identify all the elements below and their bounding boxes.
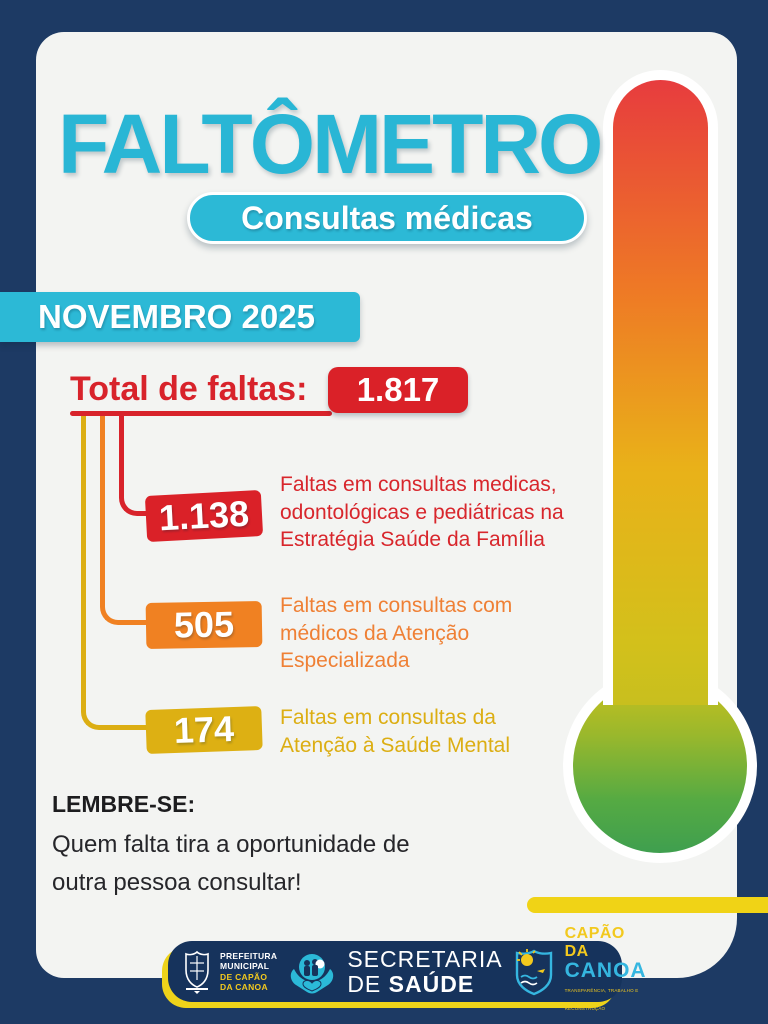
total-underline [70,411,332,416]
prefeitura-line: DE CAPÃO [220,971,268,982]
capao-da-canoa-label: CAPÃO DA CANOA TRANSPARÊNCIA, TRABALHO E… [565,925,647,1018]
reminder-line: Quem falta tira a oportunidade de [52,831,410,858]
desc-line: Estratégia Saúde da Família [280,528,545,551]
desc-line: Faltas em consultas medicas, [280,473,557,496]
connector-line-orange [100,416,149,625]
breakdown-badge-especializada: 505 [145,600,263,650]
desc-line: Faltas em consultas com [280,594,513,617]
yellow-accent-stripe [527,897,768,913]
prefeitura-line: MUNICIPAL [220,961,270,971]
breakdown-value-esf: 1.138 [157,492,251,539]
month-banner: NOVEMBRO 2025 [0,292,360,342]
prefeitura-crest-icon [184,950,210,994]
secretaria-label: SECRETARIA DE SAÚDE [347,945,503,997]
desc-line: Faltas em consultas da [280,706,496,729]
footer-logo-bar: PREFEITURA MUNICIPAL DE CAPÃO DA CANOA S… [168,925,646,1011]
subtitle-label: Consultas médicas [241,199,533,236]
secretaria-de: DE [347,970,389,997]
subtitle-pill: Consultas médicas [187,192,587,244]
prefeitura-line: DA CANOA [220,982,268,992]
city-line2: CANOA [564,959,647,982]
secretaria-line2: DE SAÚDE [347,970,502,997]
capao-da-canoa-shield-icon [513,947,555,997]
breakdown-desc-esf: Faltas em consultas medicas, odontológic… [280,471,564,554]
connector-line-red [119,416,149,516]
thermometer-tube [603,70,718,705]
breakdown-badge-saude-mental: 174 [145,705,263,755]
desc-line: médicos da Atenção [280,621,470,645]
desc-line: Especializada [280,649,410,672]
health-hands-icon [287,949,337,995]
total-value-badge: 1.817 [328,367,468,413]
secretaria-line1: SECRETARIA [347,945,503,972]
reminder-title: LEMBRE-SE: [52,791,196,817]
desc-line: odontológicas e pediátricas na [280,500,564,524]
month-label: NOVEMBRO 2025 [38,298,315,335]
poster-title: FALTÔMETRO [58,97,603,191]
prefeitura-line: PREFEITURA [220,950,278,961]
breakdown-value-especializada: 505 [173,603,235,646]
prefeitura-label: PREFEITURA MUNICIPAL DE CAPÃO DA CANOA [220,951,277,993]
breakdown-badge-esf: 1.138 [144,489,264,543]
reminder-section: LEMBRE-SE: Quem falta tira a oportunidad… [52,791,410,902]
city-line1: CAPÃO DA [564,925,625,960]
desc-line: Atenção à Saúde Mental [280,733,510,757]
breakdown-desc-especializada: Faltas em consultas com médicos da Atenç… [280,592,512,675]
total-value: 1.817 [356,371,440,408]
total-label: Total de faltas: [70,370,308,408]
reminder-line: outra pessoa consultar! [52,869,302,896]
breakdown-desc-saude-mental: Faltas em consultas da Atenção à Saúde M… [280,704,510,759]
connector-line-gold [81,416,149,730]
breakdown-value-saude-mental: 174 [173,707,235,752]
city-tagline: TRANSPARÊNCIA, TRABALHO E RECONSTRUÇÃO [564,988,639,1011]
secretaria-saude: SAÚDE [388,970,475,997]
